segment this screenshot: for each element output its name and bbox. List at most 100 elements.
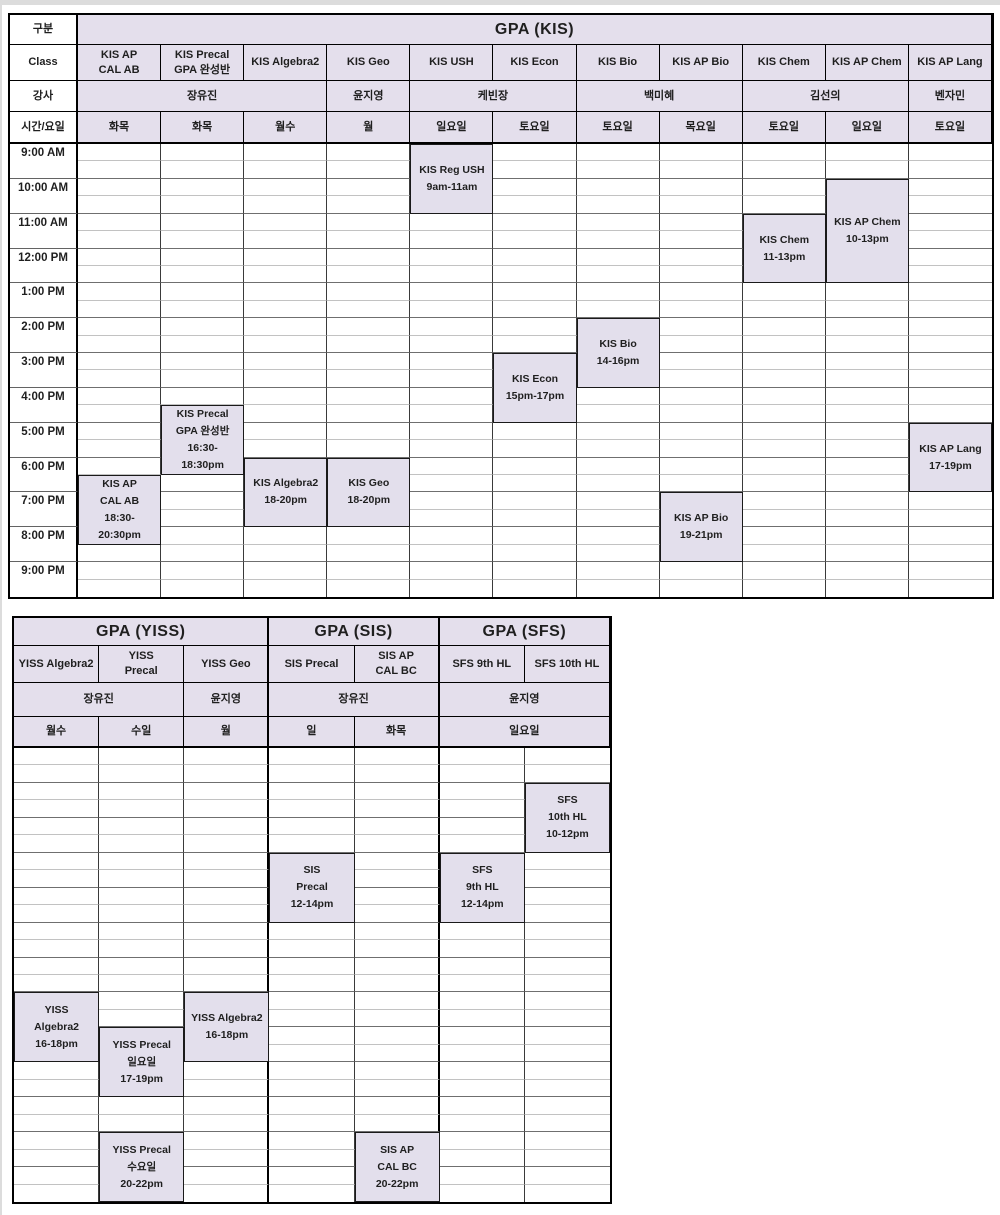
grid-cell <box>14 1079 100 1098</box>
event-block: KIS AP CAL AB 18:30- 20:30pm <box>78 475 162 545</box>
grid-cell <box>439 1167 525 1185</box>
grid-cell <box>327 248 411 266</box>
grid-cell <box>161 492 245 510</box>
grid-cell <box>524 1097 610 1115</box>
class-header-line: SFS 10th HL <box>534 657 600 670</box>
grid-cell <box>576 544 660 563</box>
grid-cell <box>493 422 577 441</box>
grid-cell <box>576 422 660 441</box>
grid-cell <box>184 817 270 836</box>
grid-cell <box>99 922 185 941</box>
grid-cell <box>493 300 577 319</box>
day-cell: 일요일 <box>825 112 909 144</box>
class-header-line: KIS Bio <box>598 56 638 68</box>
time-label: 4:00 PM <box>10 387 78 423</box>
class-header-line: KIS AP Lang <box>917 56 983 68</box>
section-title: GPA (SIS) <box>269 618 440 646</box>
event-line: KIS AP Lang <box>919 442 982 455</box>
grid-cell <box>184 748 270 766</box>
grid-cell <box>524 1114 610 1133</box>
grid-cell <box>354 957 440 975</box>
event-block: KIS AP Bio 19-21pm <box>659 492 743 563</box>
teacher-cell: 윤지영 <box>327 81 411 112</box>
grid-cell <box>576 196 660 214</box>
grid-cell <box>659 457 743 476</box>
grid-cell <box>410 370 494 388</box>
grid-cell <box>576 475 660 493</box>
grid-cell <box>524 1027 610 1045</box>
grid-cell <box>908 579 992 597</box>
grid-cell <box>410 300 494 319</box>
grid-cell <box>269 1132 355 1150</box>
corner-group-label: 구분 <box>10 15 78 45</box>
day-cell: 월 <box>184 717 270 748</box>
grid-cell <box>78 440 162 458</box>
grid-cell <box>908 492 992 510</box>
day-cell: 목요일 <box>659 112 743 144</box>
grid-cell <box>244 405 328 423</box>
grid-cell <box>825 405 909 423</box>
grid-cell <box>908 509 992 528</box>
grid-cell <box>439 1097 525 1115</box>
event-block: YISS Precal 일요일 17-19pm <box>99 1027 185 1098</box>
grid-cell <box>269 1114 355 1133</box>
class-header-line: SIS AP <box>378 650 414 662</box>
grid-cell <box>742 562 826 580</box>
grid-cell <box>439 1027 525 1045</box>
event-block: YISS Precal 수요일 20-22pm <box>99 1132 185 1202</box>
grid-cell <box>659 248 743 266</box>
event-line: YISS Precal <box>112 1038 171 1051</box>
grid-cell <box>78 265 162 284</box>
grid-cell <box>327 283 411 301</box>
grid-cell <box>99 870 185 888</box>
event-line: 9th HL <box>465 881 499 894</box>
grid-cell <box>576 161 660 179</box>
grid-cell <box>269 1044 355 1063</box>
event-line: 16-18pm <box>205 1029 249 1042</box>
grid-cell <box>524 870 610 888</box>
event-block: SIS Precal 12-14pm <box>269 852 355 923</box>
grid-cell <box>659 370 743 388</box>
grid-cell <box>742 196 826 214</box>
grid-cell <box>742 509 826 528</box>
grid-cell <box>327 353 411 371</box>
grid-cell <box>439 782 525 801</box>
screen-edge-artifact-top <box>0 0 1000 5</box>
grid-cell <box>354 835 440 853</box>
grid-cell <box>524 1167 610 1185</box>
grid-cell <box>161 300 245 319</box>
event-line: KIS Reg USH <box>419 163 485 176</box>
grid-cell <box>327 440 411 458</box>
grid-cell <box>908 161 992 179</box>
grid-cell <box>14 782 100 801</box>
grid-cell <box>184 957 270 975</box>
grid-cell <box>78 178 162 197</box>
grid-cell <box>439 1044 525 1063</box>
grid-cell <box>161 579 245 597</box>
yiss-sis-sfs-timetable: GPA (YISS) GPA (SIS) GPA (SFS) YISS Algebra… <box>12 616 612 1204</box>
grid-cell <box>659 283 743 301</box>
section-title: GPA (YISS) <box>14 618 270 646</box>
grid-cell <box>493 527 577 545</box>
grid-cell <box>161 318 245 336</box>
event-block: KIS Econ 15pm-17pm <box>493 353 577 423</box>
grid-cell <box>524 1132 610 1150</box>
class-header-line: CAL AB <box>98 63 140 76</box>
grid-cell <box>908 196 992 214</box>
day-cell: 토요일 <box>493 112 577 144</box>
event-line: GPA 완성반 <box>175 425 230 438</box>
event-block: SFS 9th HL 12-14pm <box>439 852 525 923</box>
grid-cell <box>327 300 411 319</box>
grid-cell <box>244 178 328 197</box>
grid-cell <box>99 782 185 801</box>
grid-cell <box>742 318 826 336</box>
class-header-cell: KIS AP Bio <box>659 45 743 81</box>
grid-cell <box>825 544 909 563</box>
grid-cell <box>327 231 411 249</box>
class-header-cell: SIS AP CAL BC <box>354 646 440 683</box>
grid-cell <box>78 353 162 371</box>
grid-cell <box>78 544 162 563</box>
grid-cell <box>354 1062 440 1080</box>
grid-cell <box>161 248 245 266</box>
grid-cell <box>269 1027 355 1045</box>
